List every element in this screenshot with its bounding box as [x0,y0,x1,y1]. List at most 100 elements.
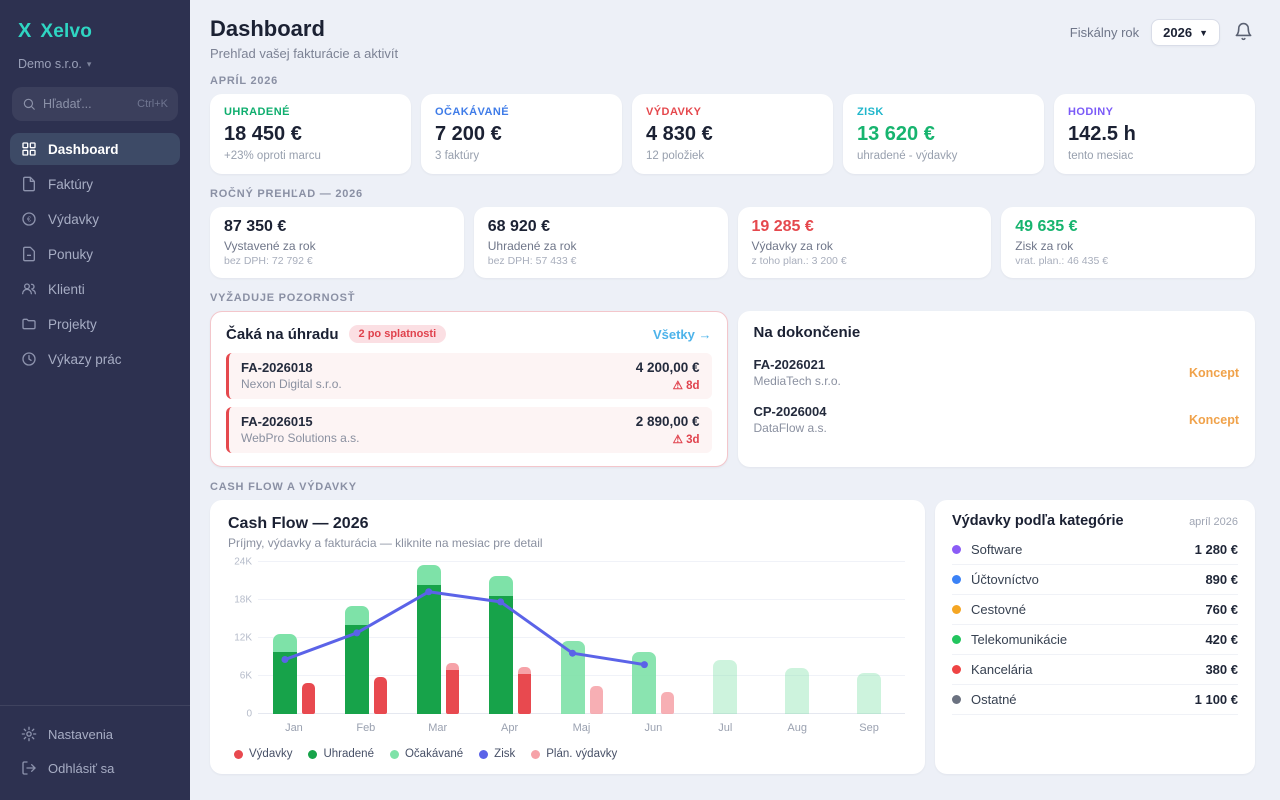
sidebar-item-clients[interactable]: Klienti [10,273,180,305]
kpi-card: 87 350 € Vystavené za rok bez DPH: 72 79… [210,207,464,278]
category-dot [952,605,961,614]
kpi-value: 19 285 € [751,218,814,235]
sidebar-item-settings[interactable]: Nastavenia [10,718,180,750]
category-row: Kancelária 380 € [952,655,1238,685]
kpi-subtext: tento mesiac [1068,150,1134,162]
x-axis-month-label[interactable]: Jul [718,722,733,734]
invoice-client: WebPro Solutions a.s. [241,431,360,445]
expense-bar[interactable] [661,692,675,714]
y-axis-tick: 24K [234,556,252,568]
kpi-card: VÝDAVKY 4 830 € 12 položiek [632,94,833,174]
legend-dot [479,749,489,759]
legend-item: Zisk [479,748,515,760]
chart-subtitle: Príjmy, výdavky a fakturácia — kliknite … [228,536,543,550]
sidebar-item-label: Výkazy prác [48,351,122,367]
kpi-card: 19 285 € Výdavky za rok z toho plan.: 3 … [737,207,992,278]
sidebar-item-quotes[interactable]: Ponuky [10,238,180,270]
draft-number: FA-2026021 [753,357,826,372]
revenue-bar[interactable] [344,606,369,714]
expense-bar[interactable] [589,685,603,714]
logout-icon [22,761,36,775]
fiscal-year-select[interactable]: 2026 ▼ [1151,19,1220,46]
legend-item: Plán. výdavky [531,748,617,760]
sidebar-item-invoices[interactable]: Faktúry [10,168,180,200]
revenue-bar[interactable] [785,667,810,714]
invoice-row[interactable]: FA-2026015 WebPro Solutions a.s. 2 890,0… [226,407,712,453]
x-axis-month-label[interactable]: Maj [572,722,591,734]
chevron-down-icon: ▼ [1199,27,1208,38]
draft-row[interactable]: CP-2026004 DataFlow a.s. Koncept [754,396,1240,443]
chart-gridline [258,599,905,600]
revenue-bar[interactable] [713,660,738,714]
section-label-month: APRÍL 2026 [210,75,279,87]
section-label-cashflow: CASH FLOW A VÝDAVKY [210,481,357,493]
view-all-link[interactable]: Všetky → [652,326,712,342]
revenue-bar[interactable] [488,575,513,714]
x-axis-month-label[interactable]: Jun [644,722,663,734]
draft-row[interactable]: FA-2026021 MediaTech s.r.o. Koncept [754,349,1240,396]
app-logo: X Xelvo [0,0,190,49]
draft-client: MediaTech s.r.o. [753,374,841,388]
sidebar: X Xelvo Demo s.r.o. ▾ Ctrl+K Dashboard F… [0,0,190,800]
invoice-row[interactable]: FA-2026018 Nexon Digital s.r.o. 4 200,00… [226,353,712,399]
revenue-bar[interactable] [857,673,882,714]
category-row: Software 1 280 € [952,535,1238,565]
search-input[interactable] [43,97,123,111]
sidebar-item-expenses[interactable]: € Výdavky [10,203,180,235]
chart-legend: Výdavky Uhradené Očakávané Zisk Plán. vý… [234,748,905,760]
x-axis-month-label[interactable]: Feb [356,722,376,734]
section-label-year: ROČNÝ PREHĽAD — 2026 [210,188,363,200]
revenue-bar[interactable] [416,564,441,714]
x-axis-month-label[interactable]: Sep [859,722,879,734]
categories-title: Výdavky podľa kategórie [952,513,1124,529]
sidebar-item-projects[interactable]: Projekty [10,308,180,340]
section-label-attention: VYŽADUJE POZORNOSŤ [210,292,356,304]
sidebar-item-timesheets[interactable]: Výkazy prác [10,343,180,375]
kpi-value: 68 920 € [487,218,551,235]
x-axis-month-label[interactable]: Apr [501,722,519,734]
dashboard-grid-icon [22,142,36,156]
kpi-card: OČAKÁVANÉ 7 200 € 3 faktúry [421,94,622,174]
sidebar-item-dashboard[interactable]: Dashboard [10,133,180,165]
kpi-label: OČAKÁVANÉ [435,106,510,118]
profit-point [353,629,361,637]
category-value: 1 100 € [1194,692,1238,707]
x-axis-month-label[interactable]: Jan [285,722,303,734]
company-switcher[interactable]: Demo s.r.o. ▾ [0,49,190,81]
category-name: Účtovníctvo [971,572,1039,587]
x-axis-month-label[interactable]: Mar [428,722,448,734]
kpi-subtext: bez DPH: 72 792 € [224,255,313,267]
svg-text:€: € [27,215,31,224]
year-kpi-row: 87 350 € Vystavené za rok bez DPH: 72 79… [210,207,1255,278]
profit-point [497,598,505,606]
expense-bar[interactable] [517,666,531,714]
notifications-button[interactable] [1232,20,1255,46]
search-icon [23,98,35,110]
kpi-value: 7 200 € [435,123,502,145]
y-axis-tick: 6K [239,670,252,682]
file-icon [23,176,35,192]
kpi-subtext: 12 položiek [646,150,705,162]
kpi-label: HODINY [1068,106,1114,118]
legend-dot [389,749,399,759]
logo-mark: X [18,20,32,42]
category-dot [952,635,961,644]
expense-bar[interactable] [301,682,315,714]
sidebar-item-label: Projekty [48,316,97,332]
sidebar-search[interactable]: Ctrl+K [12,87,178,121]
sidebar-item-logout[interactable]: Odhlásiť sa [10,752,180,784]
category-dot [952,575,961,584]
y-axis-tick: 12K [234,632,252,644]
x-axis-month-label[interactable]: Aug [787,722,807,734]
kpi-subtext: vrat. plan.: 46 435 € [1015,255,1109,267]
expense-bar[interactable] [373,677,387,714]
category-value: 760 € [1205,602,1238,617]
category-value: 380 € [1205,662,1238,677]
kpi-value: 18 450 € [224,123,302,145]
expense-bar[interactable] [445,662,459,714]
legend-item: Očakávané [389,748,463,760]
kpi-subtext: 3 faktúry [435,150,480,162]
kpi-label: Vystavené za rok [224,239,316,253]
category-name: Cestovné [971,602,1026,617]
euro-circle-icon: € [22,212,36,226]
